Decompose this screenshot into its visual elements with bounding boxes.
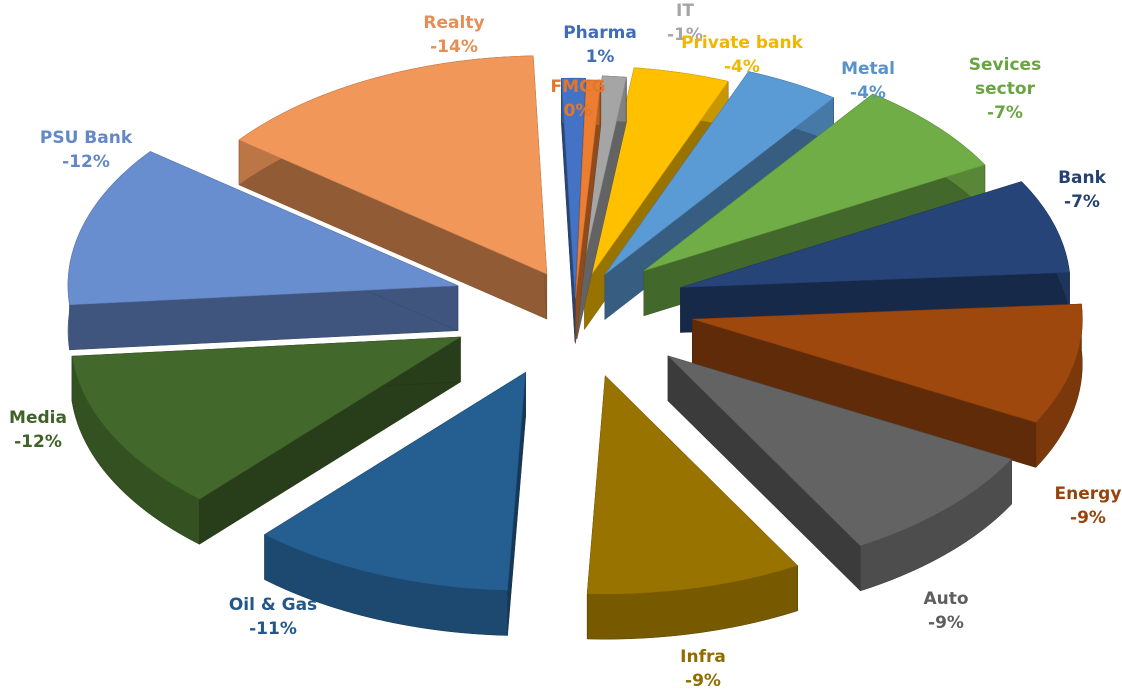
slice-top [643,93,986,272]
slice-top [692,303,1083,423]
pie-slice-oil-gas [263,371,526,636]
slice-top [604,71,835,275]
data-label-private-bank: Private bank -4% [681,33,804,77]
slice-top [584,67,729,285]
data-label-psu-bank: PSU Bank -12% [40,128,133,172]
slice-top [561,77,587,297]
slice-top [71,336,462,500]
data-labels: Pharma 1% FMCG 0% IT -1%Private bank -4% Metal -… [9,1,1121,691]
data-label-infra: Infra -9% [680,647,726,691]
pie-slice-realty [238,55,548,320]
data-label-it: IT -1% [667,1,703,45]
slice-top [576,75,627,294]
data-label-oil-gas: Oil & Gas -11% [229,595,317,639]
data-label-media: Media -12% [9,408,67,452]
slice-top [67,151,459,306]
data-label-realty: Realty -14% [423,13,484,57]
pie-slice-infra [586,375,799,640]
slice-top [238,55,548,275]
data-label-auto: Auto -9% [923,589,968,633]
slice-top [667,355,1013,547]
pie-slice-energy [692,303,1083,469]
pie-slice-psu-bank [67,151,459,351]
data-label-sevices-sector: Sevices sector -7% [969,55,1041,123]
pie-slice-auto [667,355,1013,592]
pie-slice-media [71,336,462,545]
slice-top [586,375,799,595]
slice-top [263,371,526,591]
pie-slices [67,55,1083,640]
slice-top [575,79,602,299]
data-label-fmcg: FMCG 0% [551,77,606,121]
pie-slice-fmcg [575,79,602,344]
data-label-metal: Metal -4% [841,59,895,103]
slice-top [680,181,1070,288]
data-label-pharma: Pharma 1% [563,23,637,67]
data-label-energy: Energy -9% [1055,484,1122,528]
data-label-bank: Bank -7% [1058,168,1107,212]
